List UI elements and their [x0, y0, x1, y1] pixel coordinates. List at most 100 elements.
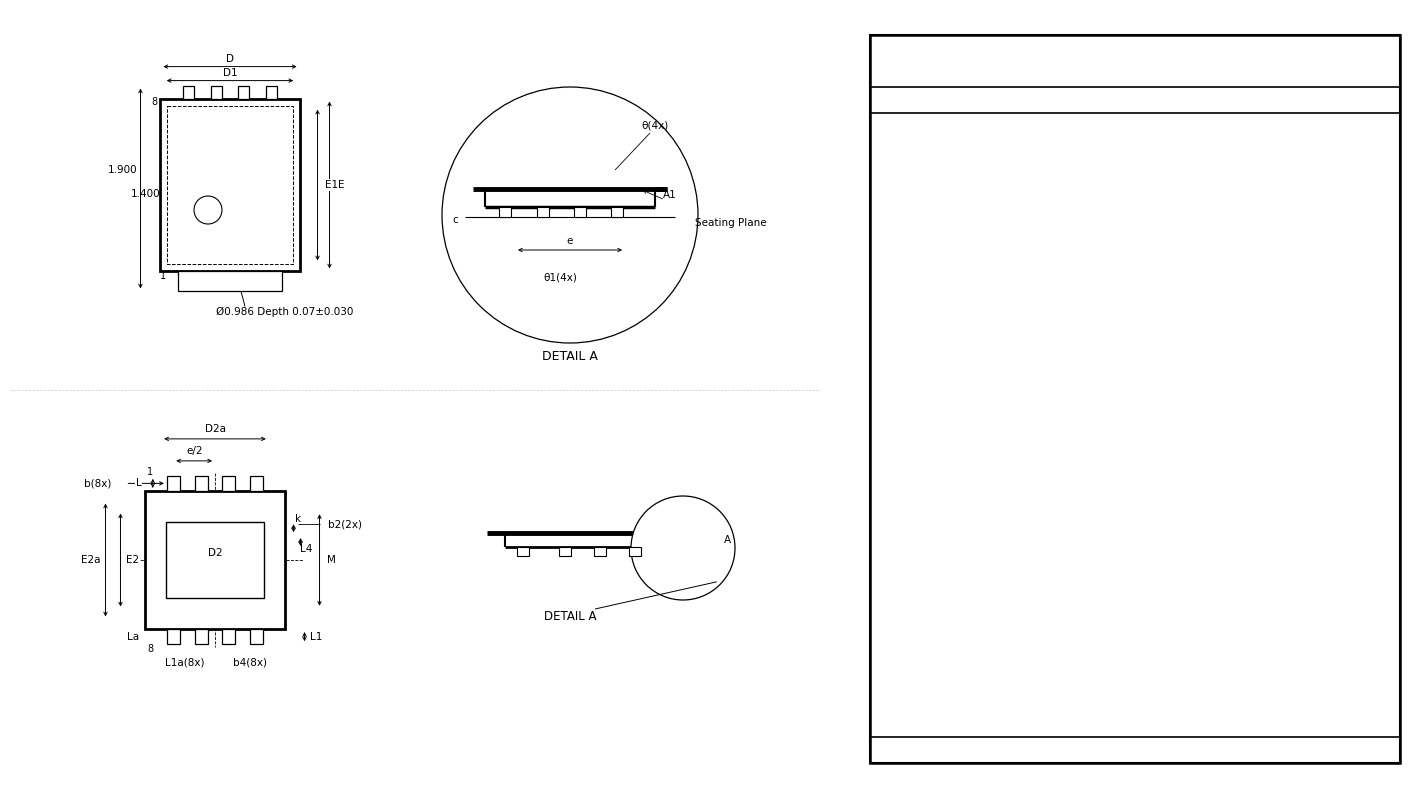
Text: c: c: [452, 215, 457, 225]
Bar: [870, 113, 1400, 139]
Bar: [870, 217, 1400, 243]
Text: DETAIL A: DETAIL A: [544, 610, 596, 623]
Bar: [870, 269, 1400, 295]
Text: Ø0.986 Depth 0.07±0.030: Ø0.986 Depth 0.07±0.030: [216, 306, 354, 317]
Bar: [160, 99, 300, 271]
Text: b2: b2: [907, 197, 924, 211]
Text: A1: A1: [907, 145, 926, 159]
Text: L4: L4: [301, 544, 312, 554]
Text: 0.330: 0.330: [1162, 250, 1197, 263]
Bar: [266, 271, 277, 284]
Bar: [870, 35, 1400, 763]
Text: E2a: E2a: [81, 555, 101, 565]
Text: L1: L1: [311, 632, 322, 642]
Text: 3.76: 3.76: [1312, 327, 1340, 341]
Bar: [870, 425, 1400, 451]
Text: θ(4x): θ(4x): [642, 120, 669, 130]
Text: b: b: [912, 172, 920, 184]
Text: 0.277: 0.277: [1308, 250, 1343, 263]
Bar: [178, 271, 283, 291]
Text: 0.35: 0.35: [1166, 197, 1193, 211]
Text: 0.30: 0.30: [1021, 172, 1048, 184]
Text: 0.300: 0.300: [1308, 587, 1343, 601]
Text: 0.835: 0.835: [1162, 535, 1197, 548]
Text: 0.05: 0.05: [1166, 145, 1193, 159]
Bar: [166, 476, 180, 491]
Text: 0.41: 0.41: [1312, 172, 1340, 184]
Bar: [629, 547, 640, 556]
Text: All Dimensions in mm: All Dimensions in mm: [1054, 744, 1216, 757]
Text: θ1: θ1: [907, 717, 924, 730]
Text: E2a: E2a: [903, 457, 929, 471]
Bar: [870, 581, 1400, 607]
Text: D2: D2: [207, 548, 223, 558]
Text: 10°: 10°: [1024, 692, 1045, 705]
Text: (Type Q): (Type Q): [1100, 62, 1170, 77]
Bar: [870, 555, 1400, 581]
Text: 0.735: 0.735: [1308, 562, 1343, 575]
Bar: [195, 629, 207, 644]
Text: θ1(4x): θ1(4x): [542, 272, 577, 282]
Text: Min: Min: [1021, 93, 1048, 106]
Text: 0.230: 0.230: [1017, 250, 1052, 263]
Text: La: La: [907, 562, 924, 575]
Text: 1.900: 1.900: [108, 165, 138, 175]
Text: 3.98: 3.98: [1312, 354, 1340, 366]
Bar: [223, 629, 236, 644]
Text: Seating Plane: Seating Plane: [694, 218, 767, 228]
Bar: [266, 85, 277, 99]
Bar: [870, 503, 1400, 529]
Text: L1a: L1a: [903, 614, 929, 626]
Bar: [870, 347, 1400, 373]
Text: 6.00: 6.00: [1166, 405, 1193, 418]
Text: Max: Max: [1164, 93, 1194, 106]
Bar: [870, 35, 1400, 87]
Text: 3.66: 3.66: [1312, 432, 1340, 444]
Bar: [870, 711, 1400, 737]
Bar: [145, 491, 284, 629]
Bar: [611, 207, 623, 217]
Text: L4: L4: [907, 639, 924, 653]
Bar: [574, 207, 586, 217]
Bar: [870, 373, 1400, 399]
Text: L: L: [912, 535, 920, 548]
Bar: [870, 295, 1400, 321]
Text: La: La: [128, 632, 139, 642]
Text: E: E: [912, 380, 920, 393]
Text: M: M: [327, 555, 337, 565]
Bar: [870, 35, 1400, 763]
Text: 12°: 12°: [1169, 692, 1190, 705]
Text: 6°: 6°: [1028, 717, 1042, 730]
Bar: [166, 629, 180, 644]
Text: 5.80: 5.80: [1312, 405, 1340, 418]
Text: L1a(8x): L1a(8x): [165, 657, 204, 667]
Text: 3.86: 3.86: [1166, 432, 1193, 444]
Bar: [559, 547, 571, 556]
Text: L1: L1: [907, 587, 924, 601]
Text: 3.56: 3.56: [1021, 327, 1048, 341]
Text: 4.595: 4.595: [1162, 457, 1197, 471]
Text: DETAIL A: DETAIL A: [542, 350, 598, 364]
Bar: [870, 451, 1400, 477]
Text: θ: θ: [912, 692, 920, 705]
Bar: [168, 105, 293, 264]
Text: 0.025: 0.025: [1017, 639, 1052, 653]
Text: 0.20: 0.20: [1021, 197, 1048, 211]
Bar: [870, 477, 1400, 503]
Text: D2a: D2a: [204, 424, 226, 434]
Text: 4.90: 4.90: [1312, 302, 1340, 314]
Text: --: --: [1174, 509, 1184, 523]
Text: PowerDI5060-8 (SWP): PowerDI5060-8 (SWP): [1044, 46, 1225, 61]
Text: 0.050REF: 0.050REF: [1152, 614, 1211, 626]
Bar: [870, 685, 1400, 711]
Text: D2: D2: [906, 327, 926, 341]
Text: 0: 0: [1031, 145, 1038, 159]
Text: 4.395: 4.395: [1308, 457, 1343, 471]
Text: A1: A1: [663, 190, 677, 200]
Text: 8: 8: [152, 97, 158, 107]
Text: 0.25REF: 0.25REF: [1156, 223, 1207, 236]
Bar: [183, 85, 193, 99]
Text: D2a: D2a: [902, 354, 930, 366]
Text: 4.18: 4.18: [1166, 354, 1193, 366]
Bar: [195, 476, 207, 491]
